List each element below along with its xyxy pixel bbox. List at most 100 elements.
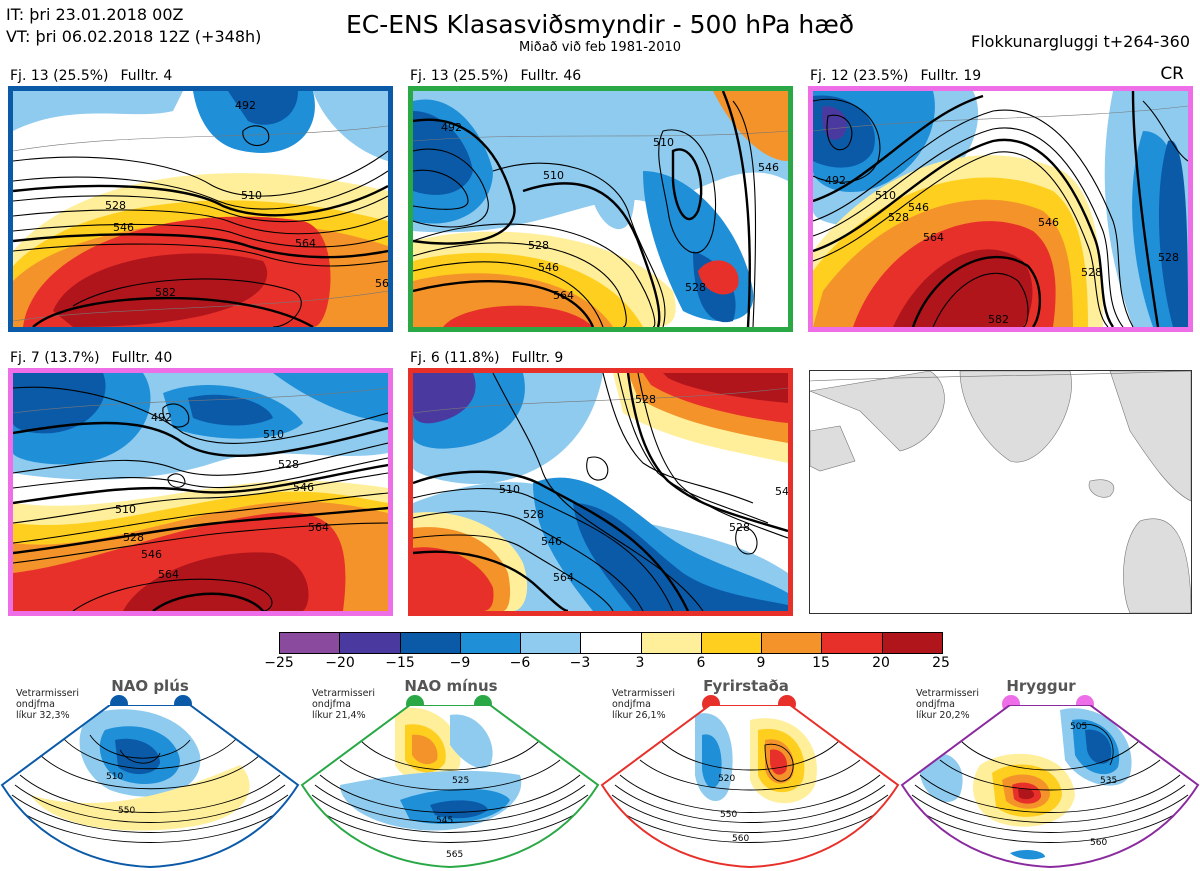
contour-label: 505: [1070, 722, 1087, 732]
contour-label: 582: [988, 313, 1009, 326]
contour-label: 525: [452, 776, 469, 786]
contour-label: 535: [1100, 776, 1117, 786]
contour-label: 546: [141, 548, 162, 561]
empty-basemap-panel: [809, 370, 1192, 614]
regime-title-nao-plus: NAO plús: [111, 677, 189, 695]
page-title: EC-ENS Klasasviðsmyndir - 500 hPa hæð: [345, 10, 855, 39]
contour-label: 492: [151, 411, 172, 424]
contour-label: 550: [720, 810, 737, 820]
panel-2-label: Fj. 13 (25.5%) Fulltr. 46: [410, 68, 582, 84]
colorbar-block: [399, 633, 460, 653]
contour-label: 564: [375, 277, 388, 290]
contour-label: 510: [499, 483, 520, 496]
colorbar-block: [640, 633, 701, 653]
contour-label: 528: [528, 239, 549, 252]
colorbar-tick: −20: [325, 655, 355, 671]
colorbar-block: [700, 633, 762, 653]
contour-label: 510: [115, 503, 136, 516]
contour-label: 564: [295, 237, 316, 250]
classification-window: Flokkunargluggi t+264-360: [971, 32, 1190, 51]
contour-label: 492: [235, 99, 256, 112]
valid-time: VT: þri 06.02.2018 12Z (+348h): [6, 27, 262, 46]
colorbar-tick: 9: [756, 655, 766, 671]
panel-1-label: Fj. 13 (25.5%) Fulltr. 4: [10, 68, 173, 84]
colorbar-tick: 15: [812, 655, 830, 671]
contour-label: 528: [105, 199, 126, 212]
contour-label: 510: [543, 169, 564, 182]
colorbar-tick: −15: [385, 655, 415, 671]
contour-label: 492: [825, 174, 846, 187]
regime-map-nao-minus: 525 545 565: [300, 705, 600, 869]
contour-label: 546: [758, 161, 779, 174]
contour-label: 582: [155, 286, 176, 299]
regime-map-nao-plus: 510 550: [0, 705, 300, 869]
cluster-map-1: 510 528 546 564 582 492 564: [8, 86, 393, 332]
colorbar-ticks: −25 −20 −15 −9 −6 −3 3 6 9 15 20 25: [0, 655, 1200, 675]
contour-label: 510: [241, 189, 262, 202]
panel-3-label: Fj. 12 (23.5%) Fulltr. 19: [810, 68, 982, 84]
contour-label: 520: [718, 774, 735, 784]
contour-label: 546: [538, 261, 559, 274]
colorbar-tick: 25: [932, 655, 950, 671]
cluster-map-4: 492 510 528 546 564 510 528 546 564: [8, 368, 393, 616]
contour-label: 510: [106, 772, 123, 782]
colorbar-tick: −9: [449, 655, 471, 671]
panel-5-label: Fj. 6 (11.8%) Fulltr. 9: [410, 350, 564, 366]
contour-label: 564: [553, 571, 574, 584]
regime-note-blocking: Vetrarmisseri ondjfma líkur 26,1%: [612, 688, 675, 721]
contour-label: 546: [541, 535, 562, 548]
contour-label: 528: [1081, 266, 1102, 279]
contour-label: 510: [263, 428, 284, 441]
contour-label: 528: [888, 211, 909, 224]
initial-time: IT: þri 23.01.2018 00Z: [6, 5, 184, 24]
contour-label: 528: [729, 521, 750, 534]
contour-label: 545: [436, 816, 453, 826]
colorbar-block: [580, 633, 641, 653]
contour-label: 560: [732, 834, 749, 844]
contour-label: 528: [123, 531, 144, 544]
colorbar-tick: 3: [635, 655, 645, 671]
contour-label: 564: [923, 231, 944, 244]
contour-label: 546: [1038, 216, 1059, 229]
contour-label: 546: [293, 481, 314, 494]
colorbar-block: [761, 633, 822, 653]
contour-label: 565: [446, 850, 463, 860]
colorbar-tick: −25: [264, 655, 294, 671]
panel-4-label: Fj. 7 (13.7%) Fulltr. 40: [10, 350, 173, 366]
colorbar-block: [280, 633, 340, 653]
colorbar: [279, 632, 943, 654]
contour-label: 560: [1090, 838, 1107, 848]
colorbar-tick: 6: [696, 655, 706, 671]
contour-label: 510: [653, 136, 674, 149]
contour-label: 564: [158, 568, 179, 581]
colorbar-tick: 20: [872, 655, 890, 671]
contour-label: 528: [278, 458, 299, 471]
cluster-map-5: 510 528 546 564 528 528 546: [408, 368, 793, 616]
contour-label: 492: [441, 121, 462, 134]
contour-label: 510: [875, 189, 896, 202]
contour-label: 546: [113, 221, 134, 234]
contour-label: 546: [908, 201, 929, 214]
regime-map-blocking: 520 550 560: [600, 705, 900, 869]
contour-label: 546: [775, 485, 788, 498]
colorbar-block: [520, 633, 581, 653]
contour-label: 564: [308, 521, 329, 534]
regime-title-blocking: Fyrirstaða: [703, 677, 789, 695]
colorbar-block: [881, 633, 942, 653]
cluster-map-2: 492 510 528 546 564 510 546 528: [408, 86, 793, 332]
contour-label: 528: [685, 281, 706, 294]
colorbar-block: [339, 633, 400, 653]
regime-title-ridge: Hryggur: [1006, 677, 1076, 695]
contour-label: 528: [1158, 251, 1179, 264]
contour-label: 564: [553, 289, 574, 302]
colorbar-block: [821, 633, 882, 653]
colorbar-tick: −3: [569, 655, 591, 671]
colorbar-tick: −6: [509, 655, 531, 671]
contour-label: 528: [635, 393, 656, 406]
regime-title-nao-minus: NAO mínus: [404, 677, 498, 695]
cluster-map-3: 492 510 528 546 564 582 546 528 528: [808, 86, 1193, 332]
run-info: IT: þri 23.01.2018 00Z VT: þri 06.02.201…: [6, 4, 261, 48]
colorbar-block: [459, 633, 521, 653]
regime-map-ridge: 505 535 560: [900, 705, 1200, 869]
regime-note-nao-plus: Vetrarmisseri ondjfma líkur 32,3%: [16, 688, 79, 721]
